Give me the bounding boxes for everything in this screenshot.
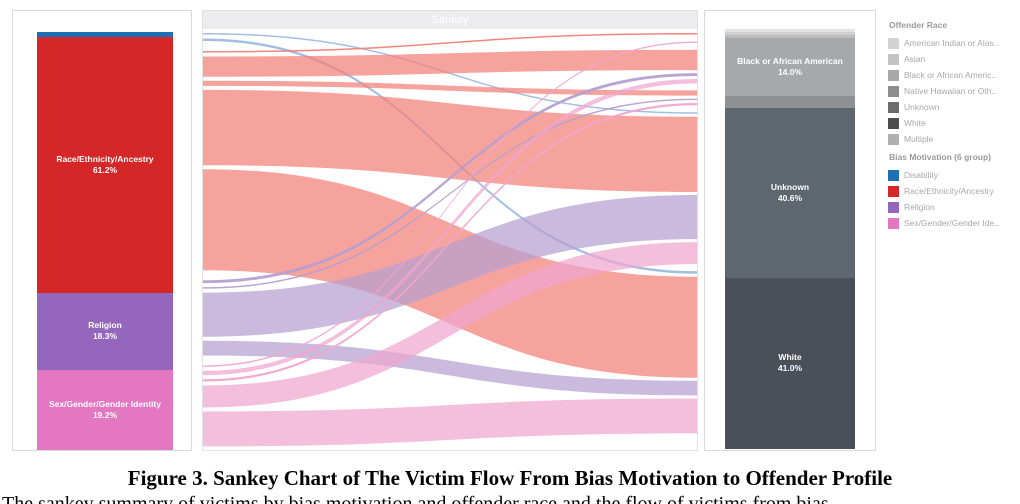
legend-swatch: [888, 117, 899, 129]
target-label-name: White: [778, 352, 802, 363]
target-label-name: Unknown: [770, 181, 810, 192]
target-label-percent: 40.6%: [777, 192, 803, 203]
legend-title-offender-race: Offender Race: [889, 20, 948, 30]
legend: Offender Race American Indian or Alas.. As…: [888, 18, 1020, 231]
legend-swatch: [888, 217, 899, 229]
flow-race-ethnicity-ancestry-to-unknown[interactable]: [203, 89, 697, 193]
legend-swatch: [888, 69, 899, 81]
legend-label: Religion: [904, 202, 935, 212]
target-label-percent: 14.0%: [777, 66, 803, 77]
legend-item-sex-gender-gender-ide[interactable]: Sex/Gender/Gender Ide..: [888, 215, 1020, 231]
sankey-header-label: Sankey: [203, 11, 697, 29]
source-label-percent: 18.3%: [92, 331, 118, 342]
source-label-name: Sex/Gender/Gender Identity: [49, 398, 161, 409]
source-label-percent: 19.2%: [92, 409, 118, 420]
sankey-flow-panel: Sankey: [202, 10, 698, 451]
target-label-white: White 41.0%: [725, 352, 855, 374]
flow-sex-gender-gender-identity-to-asian[interactable]: [203, 41, 697, 367]
legend-item-asian[interactable]: Asian: [888, 51, 1020, 67]
legend-label: Race/Ethnicity/Ancestry: [904, 186, 994, 196]
legend-item-race-ethnicity-ancestry[interactable]: Race/Ethnicity/Ancestry: [888, 183, 1020, 199]
source-bar-race-ethnicity-ancestry[interactable]: [37, 37, 173, 294]
legend-swatch: [888, 37, 899, 49]
target-label-unknown: Unknown 40.6%: [725, 182, 855, 204]
target-top-sliver: [725, 29, 855, 32]
legend-item-disability[interactable]: Disability: [888, 167, 1020, 183]
source-bar-religion[interactable]: [37, 293, 173, 370]
source-bar-sex-gender-gender-identity[interactable]: [37, 369, 173, 450]
sankey-flows: [203, 33, 697, 447]
flow-sex-gender-gender-identity-to-black-or-african-american[interactable]: [203, 79, 697, 376]
legend-item-unknown[interactable]: Unknown: [888, 99, 1020, 115]
source-label-race-ethnicity-ancestry: Race/Ethnicity/Ancestry 61.2%: [37, 154, 173, 176]
legend-item-multiple[interactable]: Multiple: [888, 131, 1020, 147]
legend-swatch: [888, 201, 899, 213]
legend-item-white[interactable]: White: [888, 115, 1020, 131]
flow-religion-to-black-or-african-american[interactable]: [203, 73, 697, 284]
legend-item-american-indian-or-alas[interactable]: American Indian or Alas..: [888, 35, 1020, 51]
flow-sex-gender-gender-identity-to-unknown[interactable]: [203, 242, 697, 408]
legend-title-bias-motivation-6-group: Bias Motivation (6 group): [889, 152, 991, 162]
figure-caption: Figure 3. Sankey Chart of The Victim Flo…: [127, 466, 893, 490]
target-bar-unknown[interactable]: [725, 108, 855, 278]
source-node-panel: Race/Ethnicity/Ancestry 61.2% Religion 18.3…: [12, 10, 192, 451]
flow-race-ethnicity-ancestry-to-american-indian-or-alaska-native[interactable]: [203, 33, 697, 53]
flow-sex-gender-gender-identity-to-white[interactable]: [203, 398, 697, 447]
legend-label: Disability: [904, 170, 939, 180]
legend-swatch: [888, 53, 899, 65]
legend-label: Sex/Gender/Gender Ide..: [904, 218, 999, 228]
target-node-panel: Black or African American 14.0% Unknown 40.…: [704, 10, 876, 451]
legend-label: American Indian or Alas..: [904, 38, 999, 48]
flow-race-ethnicity-ancestry-to-black-or-african-american[interactable]: [203, 49, 697, 77]
legend-swatch: [888, 169, 899, 181]
source-label-religion: Religion 18.3%: [37, 320, 173, 342]
legend-label: Native Hawaiian or Oth..: [904, 86, 997, 96]
source-label-sex-gender-gender-identity: Sex/Gender/Gender Identity 19.2%: [37, 399, 173, 421]
legend-swatch: [888, 101, 899, 113]
legend-label: Multiple: [904, 134, 934, 144]
target-label-name: Black or African American: [737, 55, 843, 66]
legend-swatch: [888, 85, 899, 97]
source-label-percent: 61.2%: [92, 165, 118, 176]
legend-label: White: [904, 118, 926, 128]
legend-item-black-or-african-americ[interactable]: Black or African Americ..: [888, 67, 1020, 83]
source-label-name: Race/Ethnicity/Ancestry: [56, 154, 154, 165]
legend-item-native-hawaiian-or-oth[interactable]: Native Hawaiian or Oth..: [888, 83, 1020, 99]
target-label-percent: 41.0%: [777, 363, 803, 374]
legend-item-religion[interactable]: Religion: [888, 199, 1020, 215]
target-bar-native-hawaiian-or-other-pacific-islander[interactable]: [725, 96, 855, 109]
flow-religion-to-native-hawaiian-or-other-pacific-islander[interactable]: [203, 98, 697, 289]
target-bar-asian[interactable]: [725, 35, 855, 38]
legend-label: Black or African Americ..: [904, 70, 997, 80]
legend-label: Asian: [904, 54, 926, 64]
flow-race-ethnicity-ancestry-to-native-hawaiian-or-other-pacific-islander[interactable]: [203, 80, 697, 96]
target-bar-american-indian-or-alaska-native[interactable]: [725, 32, 855, 36]
legend-swatch: [888, 133, 899, 145]
body-text-snippet: The sankey summary of victims by bias mo…: [2, 493, 829, 504]
target-bar-black-or-african-american[interactable]: [725, 37, 855, 97]
source-bar-disability[interactable]: [37, 32, 173, 38]
target-bar-white[interactable]: [725, 277, 855, 450]
flow-religion-to-white[interactable]: [203, 340, 697, 396]
source-label-name: Religion: [88, 320, 122, 331]
legend-label: Unknown: [904, 102, 940, 112]
flow-religion-to-unknown[interactable]: [203, 195, 697, 337]
flow-sex-gender-gender-identity-to-native-hawaiian-or-other-pacific-islander[interactable]: [203, 103, 697, 382]
target-label-black-or-african-american: Black or African American 14.0%: [725, 56, 855, 78]
legend-swatch: [888, 185, 899, 197]
